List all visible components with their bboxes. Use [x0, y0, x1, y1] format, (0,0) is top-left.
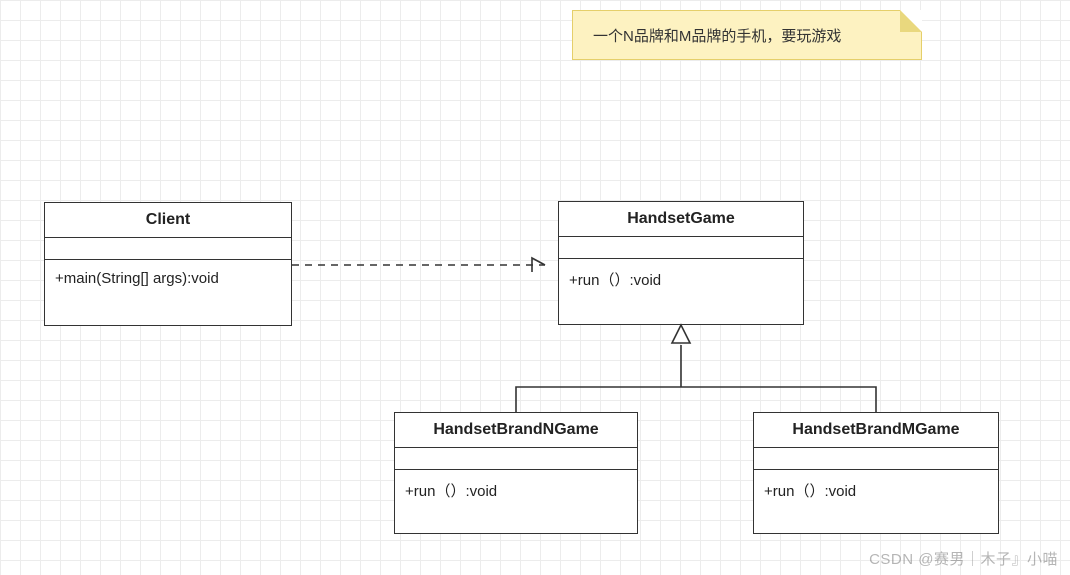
sticky-note: 一个N品牌和M品牌的手机，要玩游戏 [572, 10, 922, 60]
uml-class-ops: +run（）:void [559, 259, 803, 324]
edge-generalization [516, 325, 876, 412]
uml-class-name: HandsetGame [559, 202, 803, 237]
uml-class-brand-m-game: HandsetBrandMGame +run（）:void [753, 412, 999, 534]
uml-class-attrs [559, 237, 803, 259]
uml-class-name: Client [45, 203, 291, 238]
watermark-text: CSDN @赛男｜木子』小喵 [869, 548, 1058, 569]
uml-class-attrs [45, 238, 291, 260]
uml-class-attrs [754, 448, 998, 470]
uml-class-brand-n-game: HandsetBrandNGame +run（）:void [394, 412, 638, 534]
uml-class-name: HandsetBrandMGame [754, 413, 998, 448]
edge-dependency [292, 258, 545, 272]
uml-class-attrs [395, 448, 637, 470]
uml-class-client: Client +main(String[] args):void [44, 202, 292, 326]
diagram-canvas: 一个N品牌和M品牌的手机，要玩游戏 Client +main(String[] … [0, 0, 1070, 575]
uml-class-ops: +run（）:void [395, 470, 637, 533]
sticky-note-text: 一个N品牌和M品牌的手机，要玩游戏 [593, 28, 841, 45]
uml-class-handsetgame: HandsetGame +run（）:void [558, 201, 804, 325]
uml-class-ops: +main(String[] args):void [45, 260, 291, 325]
uml-class-ops: +run（）:void [754, 470, 998, 533]
uml-class-name: HandsetBrandNGame [395, 413, 637, 448]
